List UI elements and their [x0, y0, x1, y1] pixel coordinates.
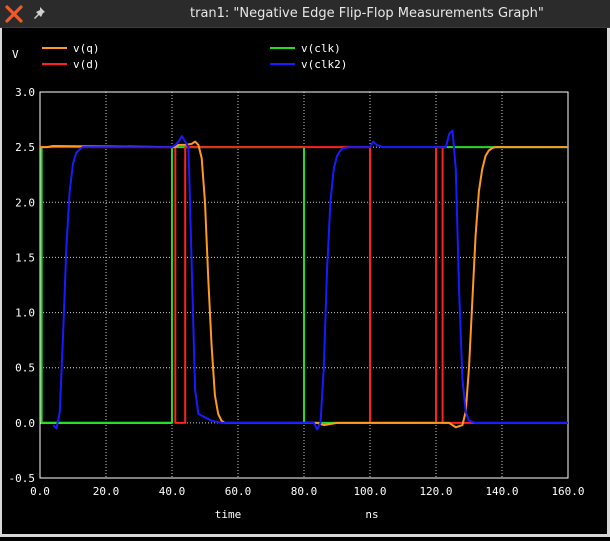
legend-label: v(clk2) [301, 58, 347, 71]
pin-icon[interactable] [32, 6, 46, 22]
x-tick-label: 20.0 [93, 485, 120, 498]
x-axis-label: time [215, 508, 242, 521]
x-tick-label: 140.0 [485, 485, 518, 498]
series-line-vclk2 [52, 129, 568, 431]
x-tick-label: 40.0 [159, 485, 186, 498]
x-tick-label: 80.0 [291, 485, 318, 498]
window-border-right [607, 28, 610, 537]
legend-label: v(q) [73, 42, 100, 55]
series-line-vd [40, 146, 568, 424]
x-tick-label: 160.0 [551, 485, 584, 498]
x-tick-label: 0.0 [30, 485, 50, 498]
y-tick-label: 1.5 [15, 251, 35, 264]
y-tick-label: -0.5 [9, 472, 36, 485]
waveform-chart[interactable]: 3.02.52.01.51.00.50.0-0.50.0 20.0 40.0 60.0… [0, 28, 610, 537]
y-axis-label: V [12, 48, 19, 61]
title-bar[interactable]: tran1: "Negative Edge Flip-Flop Measurem… [0, 0, 610, 28]
legend-label: v(clk) [301, 42, 341, 55]
window-border-left [0, 28, 2, 537]
y-tick-label: 2.5 [15, 141, 35, 154]
legend-label: v(d) [73, 58, 100, 71]
x-axis-unit: ns [365, 508, 378, 521]
x-tick-label: 120.0 [419, 485, 452, 498]
series-line-vq [40, 140, 568, 429]
x-tick-label: 100.0 [353, 485, 386, 498]
window-border-bottom [0, 534, 610, 537]
plot-area[interactable]: 3.0 2.5 2.0 1.5 1.0 0.5 0.0 -0.5 0.0 20.0 40.0 60.0… [0, 28, 610, 537]
y-tick-label: 0.5 [15, 362, 35, 375]
y-tick-label: 2.0 [15, 196, 35, 209]
window-title: tran1: "Negative Edge Flip-Flop Measurem… [190, 6, 544, 21]
x-tick-label: 60.0 [225, 485, 252, 498]
y-tick-label: 3.0 [15, 86, 35, 99]
close-x-icon[interactable] [4, 4, 24, 24]
y-tick-label: 0.0 [15, 417, 35, 430]
plot-frame [39, 91, 569, 479]
y-tick-label: 1.0 [15, 307, 35, 320]
series-line-vclk [40, 146, 568, 424]
